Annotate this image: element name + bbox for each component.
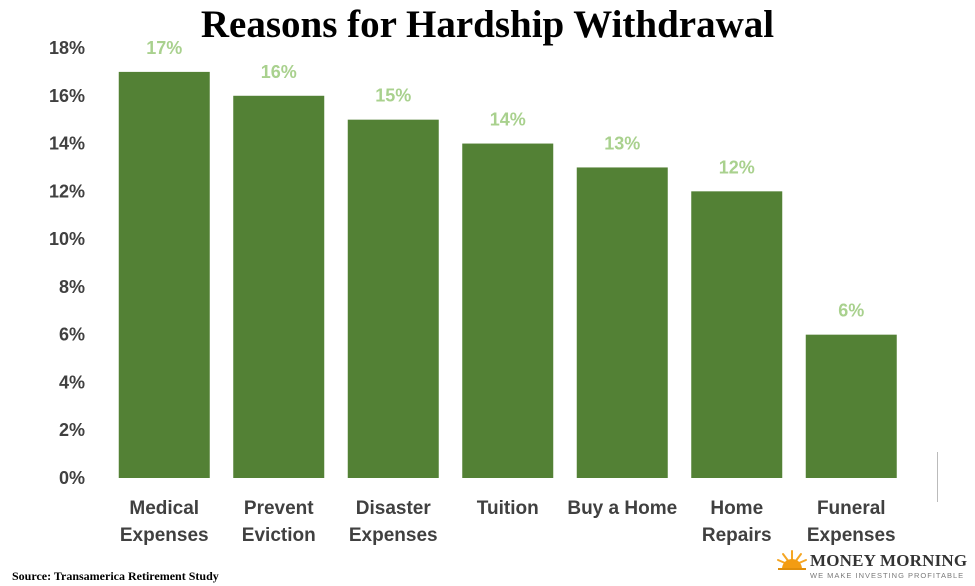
y-tick-label: 4% [59,372,85,392]
data-label: 15% [375,86,411,106]
category-label: Home Repairs [702,498,772,546]
y-tick-label: 16% [49,86,85,106]
sun-icon [777,550,807,570]
bar [462,143,554,479]
category-label: Medical Expenses [120,498,209,546]
category-label: Disaster Expenses [349,498,438,546]
data-label: 14% [490,110,526,130]
data-label: 12% [719,157,755,177]
y-tick-label: 6% [59,325,85,345]
chart-title: Reasons for Hardship Withdrawal [200,3,775,46]
data-label: 17% [146,38,182,58]
bar [347,119,439,479]
category-label: Tuition [477,498,539,519]
bar [691,191,783,479]
bar-chart: 0% 2% 4% 6% 8% 10% 12% 14% 16% 18% 17% 16% 15% 14% 13… [49,38,897,546]
bars [118,71,897,479]
y-tick-label: 8% [59,277,85,297]
logo-tagline: WE MAKE INVESTING PROFITABLE [810,571,965,580]
category-label: Buy a Home [567,498,677,519]
source-note: Source: Transamerica Retirement Study [12,569,219,583]
y-tick-label: 14% [49,134,85,154]
edge-line [937,452,938,502]
y-tick-label: 0% [59,468,85,488]
bar [576,167,668,478]
y-tick-label: 12% [49,181,85,201]
bar [118,71,210,478]
bar [233,95,325,479]
x-axis-categories: Medical Expenses Prevent Eviction Disaster Ex… [120,498,896,546]
logo-name: MONEY MORNING [810,551,968,570]
data-labels: 17% 16% 15% 14% 13% 12% 6% [146,38,864,321]
y-axis-ticks: 0% 2% 4% 6% 8% 10% 12% 14% 16% 18% [49,38,85,488]
bar [805,334,897,478]
data-label: 6% [838,301,864,321]
y-tick-label: 18% [49,38,85,58]
y-tick-label: 2% [59,420,85,440]
category-label: Funeral Expenses [807,498,896,546]
data-label: 16% [261,62,297,82]
category-label: Prevent Eviction [242,498,316,546]
data-label: 13% [604,133,640,153]
y-tick-label: 10% [49,229,85,249]
money-morning-logo: MONEY MORNING WE MAKE INVESTING PROFITAB… [776,549,968,583]
